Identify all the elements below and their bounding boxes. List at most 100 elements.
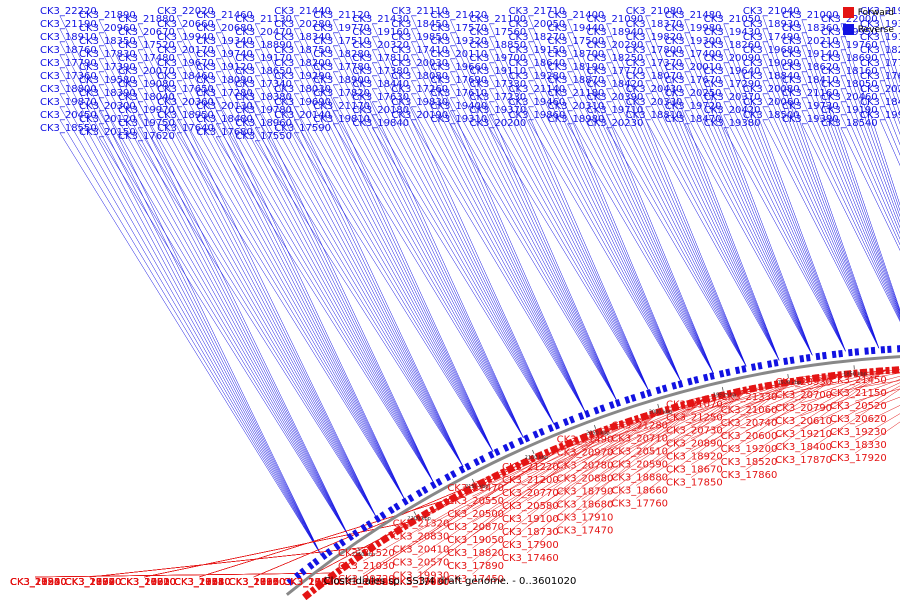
forward-gene-label: CK3_17840 [338, 577, 395, 588]
reverse-connector [840, 36, 900, 212]
reverse-connector [684, 97, 813, 356]
scale-tick-label: 2100 kbp [525, 455, 549, 461]
reverse-gene-label: CK3_20330 [626, 97, 683, 108]
reverse-gene-label: CK3_19850 [391, 32, 448, 43]
reverse-gene-label: CK3_20220 [860, 84, 900, 95]
forward-gene-label: CK3_20590 [611, 459, 668, 470]
reverse-gene-label: CK3_17380 [352, 66, 409, 77]
forward-gene-label: CK3_21070 [666, 400, 723, 411]
forward-connector [472, 409, 662, 536]
reverse-connector [294, 106, 494, 452]
reverse-connector [176, 54, 405, 500]
forward-gene-feature [348, 557, 356, 566]
reverse-gene-label: CK3_19300 [665, 36, 722, 47]
reverse-connector [801, 84, 900, 318]
reverse-connector [411, 93, 586, 413]
reverse-connector [450, 97, 618, 402]
reverse-gene-label: CK3_20070 [118, 66, 175, 77]
forward-connector [581, 387, 751, 513]
reverse-gene-label: CK3_19440 [548, 23, 605, 34]
reverse-gene-label: CK3_21090 [587, 14, 644, 25]
reverse-connector [684, 123, 813, 356]
forward-gene-feature [401, 522, 409, 531]
genome-caption: Clostridiales sp. SS3/4 draft genome. - … [323, 576, 577, 587]
reverse-connector [450, 58, 618, 402]
forward-gene-label: CK3_18680 [557, 499, 614, 510]
reverse-connector [606, 114, 747, 367]
reverse-gene-label: CK3_19750 [118, 118, 175, 129]
gene-feature-glyphs [286, 345, 900, 600]
reverse-connector [762, 93, 880, 349]
reverse-connector [801, 71, 900, 317]
forward-gene-label: CK3_17920 [830, 453, 887, 464]
reverse-gene-label: CK3_17550 [235, 131, 292, 142]
forward-gene-feature [831, 371, 836, 380]
forward-gene-feature [624, 417, 631, 426]
forward-connector [800, 379, 900, 417]
reverse-gene-label: CK3_17290 [704, 79, 761, 90]
forward-gene-feature [529, 454, 536, 463]
reverse-gene-label: CK3_21190 [40, 19, 97, 30]
reverse-gene-label: CK3_17230 [470, 92, 527, 103]
forward-gene-label: CK3_20570 [393, 557, 450, 568]
forward-connector [854, 405, 900, 428]
forward-gene-feature [361, 548, 369, 557]
reverse-gene-label: CK3_19970 [118, 105, 175, 116]
forward-gene-feature [773, 380, 780, 388]
reverse-gene-label: CK3_21180 [548, 88, 605, 99]
forward-gene-label: CK3_20840 [65, 577, 122, 588]
forward-gene-feature [582, 432, 589, 441]
forward-gene-label: CK3_17850 [666, 478, 723, 489]
reverse-gene-feature [352, 529, 360, 538]
reverse-gene-label: CK3_21170 [313, 101, 370, 112]
reverse-gene-label: CK3_17590 [274, 123, 331, 134]
reverse-gene-label: CK3_18650 [235, 66, 292, 77]
reverse-gene-feature [677, 380, 684, 388]
reverse-connector [333, 84, 524, 438]
forward-gene-feature [335, 566, 343, 575]
reverse-connector [176, 119, 405, 500]
forward-gene-label: CK3_21470 [447, 483, 504, 494]
reverse-gene-feature [508, 441, 516, 450]
reverse-connector [801, 97, 900, 320]
reverse-connector [684, 58, 813, 356]
forward-connector [362, 439, 575, 562]
forward-gene-label: CK3_20690 [283, 577, 340, 588]
forward-gene-label: CK3_17700 [65, 577, 122, 588]
reverse-gene-feature [449, 470, 457, 479]
forward-connector [800, 388, 900, 456]
forward-connector [800, 385, 900, 443]
reverse-connector [255, 127, 464, 467]
reverse-gene-feature [639, 391, 646, 399]
reverse-gene-label: CK3_19150 [509, 45, 566, 56]
forward-connector [690, 373, 842, 452]
reverse-connector [606, 75, 747, 367]
forward-connector [854, 413, 900, 441]
reverse-connector [450, 32, 618, 402]
reverse-gene-label: CK3_18160 [821, 66, 878, 77]
reverse-connector [215, 110, 434, 483]
reverse-gene-feature [493, 447, 501, 457]
forward-gene-label: CK3_19260 [229, 577, 286, 588]
forward-gene-label: CK3_20950 [174, 577, 231, 588]
forward-gene-label: CK3_20890 [666, 439, 723, 450]
forward-gene-label: CK3_17760 [611, 498, 668, 509]
reverse-gene-feature [307, 561, 315, 570]
reverse-connector [98, 71, 349, 537]
reverse-connector [176, 28, 405, 500]
reverse-connector [137, 23, 377, 518]
forward-connector [690, 373, 842, 465]
forward-gene-label: CK3_21220 [502, 462, 559, 473]
reverse-connector [294, 93, 494, 452]
reverse-connector [645, 119, 780, 361]
reverse-connector [762, 80, 880, 349]
reverse-connector [59, 93, 322, 556]
reverse-gene-label: CK3_20150 [79, 127, 136, 138]
reverse-gene-feature [407, 494, 415, 503]
forward-gene-feature [523, 457, 530, 466]
scale-tick-mark [787, 374, 789, 379]
reverse-gene-label: CK3_17790 [40, 58, 97, 69]
reverse-connector [98, 58, 349, 537]
reverse-connector [528, 119, 682, 382]
reverse-connector [606, 36, 747, 367]
